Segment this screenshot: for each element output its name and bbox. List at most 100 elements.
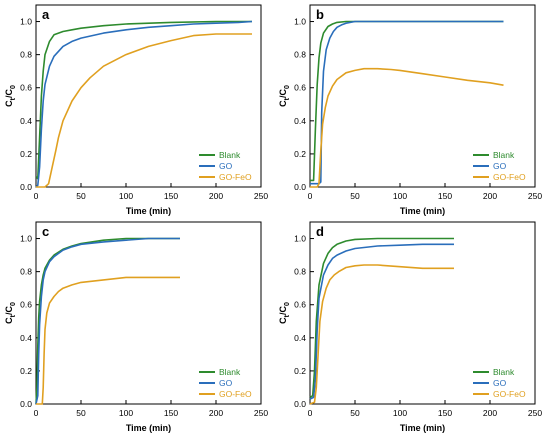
x-tick-label: 50 (76, 191, 86, 201)
y-axis-label-part: 0 (284, 85, 291, 89)
series-line-go (309, 243, 454, 400)
y-tick-label: 0.4 (20, 116, 32, 126)
panel-label: c (42, 224, 49, 239)
x-tick-label: 200 (483, 191, 497, 201)
x-tick-label: 100 (119, 408, 133, 418)
y-axis-label: Ct/C0 (278, 85, 291, 107)
series-line-go (35, 20, 253, 188)
y-tick-label: 0.2 (294, 149, 306, 159)
legend-label: GO-FeO (219, 172, 252, 182)
y-axis-label: Ct/C0 (4, 85, 17, 107)
y-axis-label-part: C (278, 100, 288, 107)
x-tick-label: 200 (209, 191, 223, 201)
y-tick-label: 0.0 (294, 399, 306, 409)
x-tick-label: 250 (254, 408, 268, 418)
legend-label: Blank (493, 150, 515, 160)
x-tick-label: 200 (483, 408, 497, 418)
y-tick-label: 1.0 (20, 234, 32, 244)
y-axis-label-part: 0 (10, 302, 17, 306)
y-axis-label-part: t (284, 97, 291, 100)
x-tick-label: 150 (438, 191, 452, 201)
y-tick-label: 0.8 (294, 50, 306, 60)
y-tick-label: 0.4 (294, 116, 306, 126)
y-tick-label: 0.8 (294, 267, 306, 277)
series-line-go-feo (36, 276, 180, 405)
panel-label: a (42, 7, 50, 22)
x-tick-label: 0 (308, 191, 313, 201)
y-axis-label-part: t (10, 97, 17, 100)
x-tick-label: 150 (164, 408, 178, 418)
y-axis-label-part: /C (4, 89, 14, 99)
legend-label: Blank (493, 367, 515, 377)
x-tick-label: 0 (308, 408, 313, 418)
legend-label: GO (219, 161, 233, 171)
y-axis-label-part: C (4, 100, 14, 107)
y-tick-label: 1.0 (20, 17, 32, 27)
y-tick-label: 0.8 (20, 267, 32, 277)
plot-frame (35, 221, 262, 405)
y-tick-label: 0.0 (20, 182, 32, 192)
series-line-blank (35, 237, 180, 405)
x-tick-label: 100 (393, 408, 407, 418)
x-tick-label: 50 (76, 408, 86, 418)
y-tick-label: 0.2 (20, 366, 32, 376)
y-tick-label: 0.0 (20, 399, 32, 409)
legend-label: GO (493, 161, 507, 171)
x-axis-label: Time (min) (400, 206, 445, 216)
y-tick-label: 0.2 (20, 149, 32, 159)
y-tick-label: 0.6 (294, 300, 306, 310)
x-tick-label: 100 (393, 191, 407, 201)
y-tick-label: 0.4 (294, 333, 306, 343)
y-axis-label-part: /C (278, 89, 288, 99)
plot-frame (309, 221, 536, 405)
legend-label: GO (493, 378, 507, 388)
panel-label: b (316, 7, 324, 22)
series-line-go-feo (309, 264, 454, 405)
plot-frame (35, 4, 262, 188)
y-axis-label: Ct/C0 (4, 302, 17, 324)
legend-label: Blank (219, 150, 241, 160)
x-tick-label: 250 (254, 191, 268, 201)
chart-panel-c: 0 50 100 150 200 250 0.0 0.2 0.4 0.6 0.8 1.0 Time (m… (4, 221, 268, 433)
chart-panel-a: 0 50 100 150 200 250 0.0 0.2 0.4 0.6 0.8 1.0 Time (m… (4, 4, 268, 216)
chart-panels: 0 50 100 150 200 250 0.0 0.2 0.4 0.6 0.8 1.0 Time (m… (4, 4, 542, 433)
y-tick-label: 0.2 (294, 366, 306, 376)
x-tick-label: 250 (528, 408, 542, 418)
plot-frame (309, 4, 536, 188)
legend-label: GO-FeO (493, 172, 526, 182)
y-axis-label-part: /C (4, 306, 14, 316)
series-line-blank (309, 237, 454, 399)
x-tick-label: 150 (164, 191, 178, 201)
x-tick-label: 250 (528, 191, 542, 201)
panel-label: d (316, 224, 324, 239)
x-tick-label: 50 (350, 408, 360, 418)
x-tick-label: 200 (209, 408, 223, 418)
y-axis-label: Ct/C0 (278, 302, 291, 324)
y-axis-label-part: 0 (284, 302, 291, 306)
series-line-go (310, 20, 504, 185)
y-axis-label-part: C (278, 317, 288, 324)
y-tick-label: 0.8 (20, 50, 32, 60)
series-line-go (35, 237, 180, 405)
series-line-go-feo (310, 67, 504, 188)
y-axis-label-part: C (4, 317, 14, 324)
x-tick-label: 150 (438, 408, 452, 418)
x-tick-label: 0 (34, 191, 39, 201)
legend-label: GO (219, 378, 233, 388)
y-tick-label: 0.6 (20, 83, 32, 93)
y-tick-label: 1.0 (294, 17, 306, 27)
y-axis-label-part: /C (278, 306, 288, 316)
chart-panel-b: 0 50 100 150 200 250 0.0 0.2 0.4 0.6 0.8 1.0 Time (m… (278, 4, 542, 216)
series-line-go-feo (36, 33, 252, 188)
x-tick-label: 0 (34, 408, 39, 418)
series-line-blank (36, 20, 252, 180)
y-axis-label-part: t (10, 314, 17, 317)
x-axis-label: Time (min) (400, 423, 445, 433)
y-tick-label: 0.0 (294, 182, 306, 192)
x-tick-label: 50 (350, 191, 360, 201)
x-axis-label: Time (min) (126, 206, 171, 216)
y-tick-label: 0.6 (20, 300, 32, 310)
x-tick-label: 100 (119, 191, 133, 201)
legend-label: GO-FeO (493, 389, 526, 399)
